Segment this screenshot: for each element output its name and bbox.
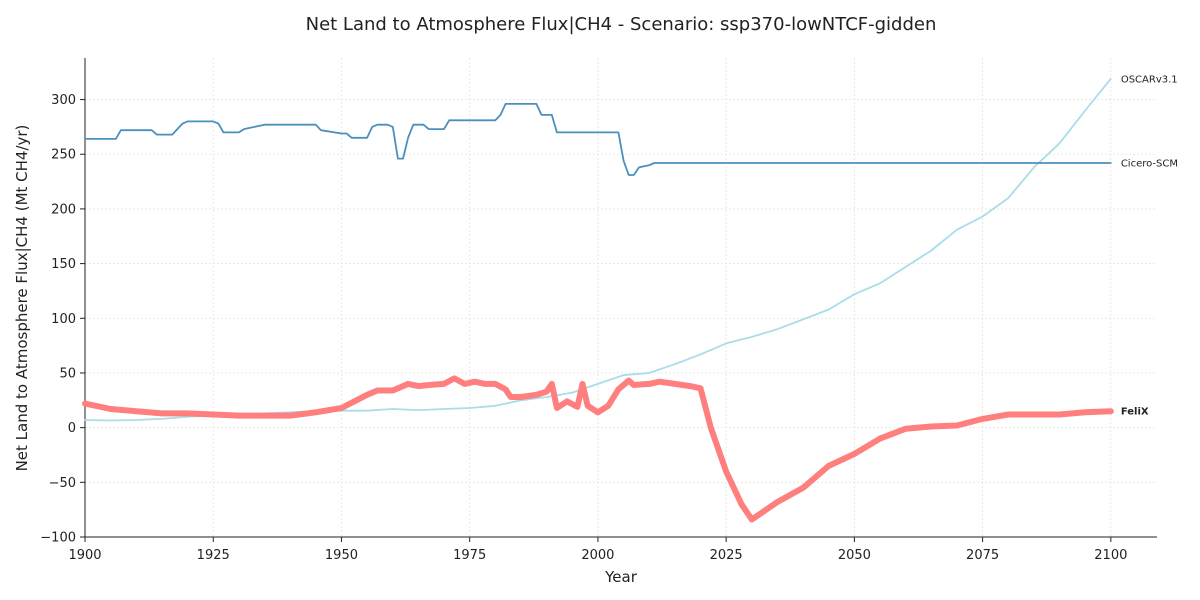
y-tick-label: 0 <box>68 421 76 436</box>
x-tick-label: 1950 <box>325 548 358 563</box>
x-tick-label: 2050 <box>838 548 871 563</box>
series-layer <box>82 77 1114 523</box>
x-tick-label: 2000 <box>581 548 614 563</box>
chart-title: Net Land to Atmosphere Flux|CH4 - Scenar… <box>306 14 937 35</box>
y-tick-label: −100 <box>40 531 76 546</box>
y-tick-label: 50 <box>59 366 76 381</box>
x-tick-label: 2025 <box>710 548 743 563</box>
y-tick-label: 250 <box>51 148 76 163</box>
series-line-cicero-scm <box>84 103 1112 176</box>
y-tick-label: 100 <box>51 312 76 327</box>
series-label-cicero-scm: Cicero-SCM <box>1121 158 1178 169</box>
series-label-felix: FeliX <box>1121 407 1149 418</box>
x-tick-label: 2100 <box>1094 548 1127 563</box>
x-tick-label: 1900 <box>68 548 101 563</box>
x-tick-label: 1925 <box>197 548 230 563</box>
grid-layer <box>84 58 1157 538</box>
axis-layer: 1900 1925 1950 1975 2000 2025 2050 2075 2100−100… <box>40 58 1157 563</box>
x-axis-label: Year <box>604 568 638 586</box>
x-tick-label: 2075 <box>966 548 999 563</box>
y-tick-label: 300 <box>51 93 76 108</box>
series-label-oscarv3-1: OSCARv3.1 <box>1121 74 1178 85</box>
y-tick-label: 200 <box>51 202 76 217</box>
y-tick-label: 150 <box>51 257 76 272</box>
y-axis-label: Net Land to Atmosphere Flux|CH4 (Mt CH4/… <box>13 125 31 472</box>
label-layer: OSCARv3.1 Cicero-SCM FeliX <box>1121 74 1178 417</box>
series-line-felix <box>82 375 1114 523</box>
x-tick-label: 1975 <box>453 548 486 563</box>
y-tick-label: −50 <box>49 476 76 491</box>
